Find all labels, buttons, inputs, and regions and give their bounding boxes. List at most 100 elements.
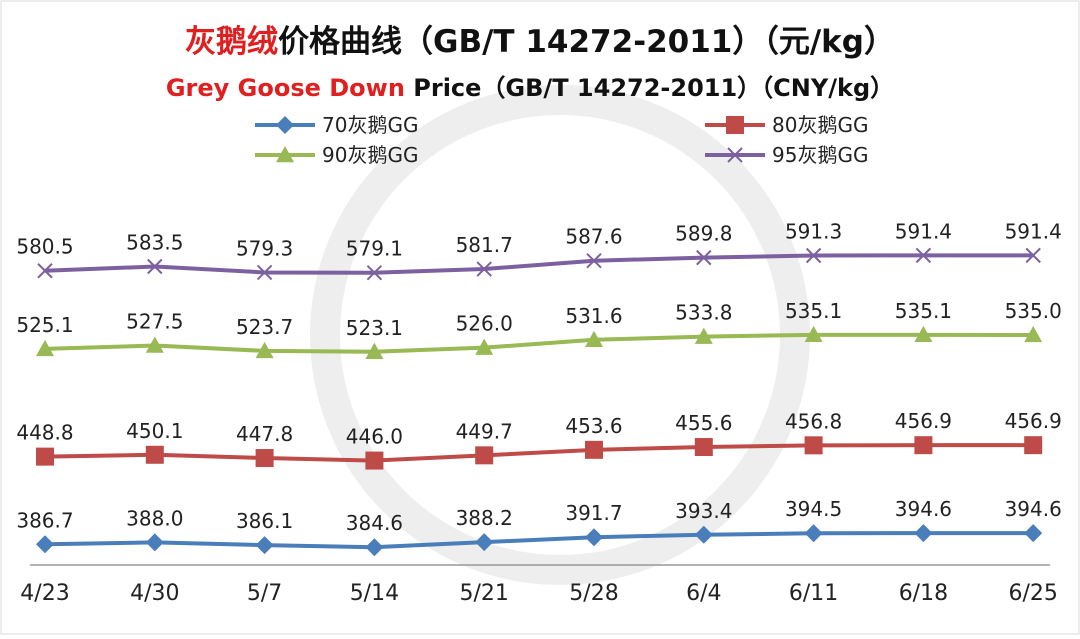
point [585,528,603,547]
point [475,338,494,355]
x-tick-label: 6/4 [686,581,721,606]
value-label: 589.8 [675,222,732,246]
point [145,445,164,464]
series-line [44,531,1034,550]
value-label: 533.8 [675,301,732,325]
value-label: 531.6 [565,304,622,328]
point [585,330,603,347]
value-label: 523.1 [346,316,403,340]
value-label: 535.1 [785,299,842,323]
legend-label: 70灰鹅GG [322,113,418,137]
series-line [44,253,1034,275]
value-label: 535.1 [895,299,952,323]
legend-marker [727,147,743,163]
value-label: 394.6 [895,497,952,521]
value-label: 384.6 [346,511,403,535]
x-tick-label: 5/14 [350,581,399,606]
point [696,249,712,266]
point [694,438,713,457]
value-label: 449.7 [456,419,513,443]
value-label: 591.4 [895,219,952,243]
point [694,327,713,344]
point [365,451,384,470]
value-label: 450.1 [126,419,183,443]
point [914,325,933,343]
point [476,261,492,277]
point [256,264,273,281]
point [37,263,53,279]
value-label: 581.7 [456,233,513,257]
value-label: 388.0 [126,506,183,530]
x-tick-label: 6/18 [899,581,948,606]
value-label: 386.7 [16,508,73,532]
value-label: 391.7 [565,501,622,525]
point [1024,325,1043,343]
point [145,336,164,353]
point [1024,436,1043,455]
value-label: 579.1 [346,237,403,261]
value-label: 456.8 [785,409,842,433]
value-label: 523.7 [236,315,293,339]
series-line [44,443,1034,463]
value-label: 456.9 [1005,409,1062,433]
legend-label: 95灰鹅GG [772,143,868,167]
point [366,265,383,281]
x-tick-label: 5/21 [459,581,508,606]
legend-label: 80灰鹅GG [772,113,868,137]
point [805,247,822,264]
point [255,449,274,468]
chart-subtitle: Grey Goose Down Price（GB/T 14272-2011）（C… [166,74,894,102]
point [804,436,823,455]
value-label: 447.8 [236,422,293,446]
chart-title: 灰鹅绒价格曲线（GB/T 14272-2011）（元/kg） [185,24,895,60]
value-label: 579.3 [236,236,293,260]
value-label: 583.5 [126,231,183,255]
value-label: 455.6 [675,411,732,435]
series-line [44,332,1034,354]
x-tick-label: 5/28 [569,581,618,606]
value-label: 591.4 [1005,219,1062,243]
x-tick-label: 6/11 [789,581,838,606]
point [365,342,384,359]
title-highlight: 灰鹅绒 [185,24,278,60]
x-tick-label: 4/30 [130,581,179,606]
point [475,446,494,465]
value-label: 386.1 [236,509,293,533]
point [914,436,933,455]
point [1025,247,1041,264]
point [255,536,274,555]
legend-label: 90灰鹅GG [322,143,418,167]
point [804,325,823,343]
value-label: 591.3 [785,220,842,244]
legend-marker [276,116,294,134]
legend-marker [276,146,294,163]
point [36,447,54,466]
value-label: 393.4 [675,499,732,523]
value-label: 580.5 [16,235,73,259]
value-label: 527.5 [126,310,183,334]
x-tick-label: 4/23 [20,581,69,606]
point [147,258,163,275]
point [586,253,602,269]
x-tick-label: 6/25 [1008,581,1057,606]
point [145,533,164,552]
point [1024,524,1043,543]
value-label: 394.5 [785,497,842,521]
point [255,341,274,359]
point [914,524,933,543]
value-label: 453.6 [565,414,622,438]
point [36,339,54,357]
point [36,535,54,554]
value-label: 456.9 [895,409,952,433]
value-label: 535.0 [1005,299,1062,323]
point [585,440,603,459]
value-label: 448.8 [16,421,73,445]
value-label: 526.0 [456,312,513,336]
value-label: 394.6 [1005,497,1062,521]
subtitle-highlight: Grey Goose Down [166,74,405,102]
value-label: 388.2 [456,506,513,530]
x-tick-label: 5/7 [247,581,282,606]
point [365,538,384,557]
legend-marker [726,116,744,134]
